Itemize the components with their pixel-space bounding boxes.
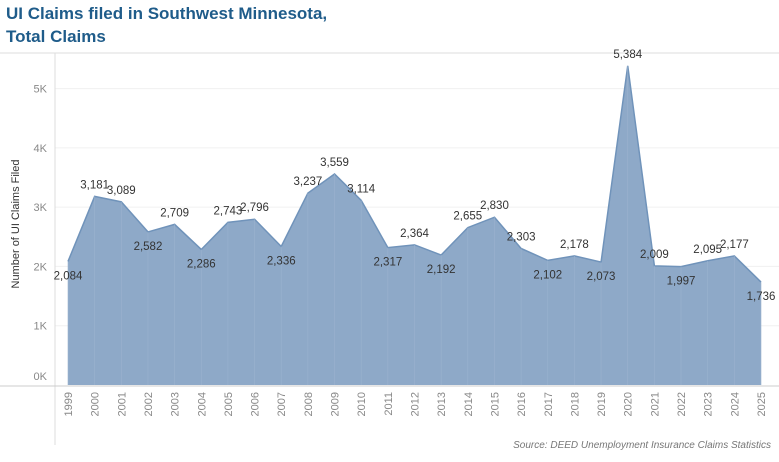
- data-label: 3,237: [293, 176, 322, 188]
- x-tick-label: 2011: [383, 392, 395, 416]
- data-label: 2,796: [240, 202, 269, 214]
- x-tick-label: 2024: [729, 392, 741, 416]
- data-label: 1,736: [747, 291, 776, 303]
- x-tick-label: 2015: [489, 392, 501, 416]
- data-label: 2,743: [214, 205, 243, 217]
- x-tick-label: 2009: [330, 392, 342, 416]
- x-tick-label: 2007: [276, 392, 288, 416]
- x-tick-label: 2001: [116, 392, 128, 416]
- data-label: 2,084: [54, 270, 83, 282]
- x-tick-label: 2016: [516, 392, 528, 416]
- area-fill: [68, 65, 761, 385]
- y-axis-title: Number of UI Claims Filed: [10, 160, 22, 289]
- y-tick-label: 1K: [34, 321, 48, 333]
- x-tick-label: 2018: [569, 392, 581, 416]
- source-note: Source: DEED Unemployment Insurance Clai…: [513, 440, 771, 451]
- data-label: 5,384: [613, 49, 642, 61]
- data-label: 1,997: [667, 276, 696, 288]
- y-tick-label: 5K: [34, 84, 48, 96]
- data-label: 2,192: [427, 264, 456, 276]
- chart-title-line2: Total Claims: [6, 27, 106, 46]
- x-tick-label: 2004: [196, 392, 208, 416]
- data-label: 3,559: [320, 157, 349, 169]
- x-tick-label: 2019: [596, 392, 608, 416]
- chart-title-line1: UI Claims filed in Southwest Minnesota,: [6, 4, 328, 23]
- x-tick-label: 2022: [676, 392, 688, 416]
- x-tick-label: 2017: [543, 392, 555, 416]
- chart-title: UI Claims filed in Southwest Minnesota, …: [6, 2, 327, 48]
- data-label: 2,178: [560, 239, 589, 251]
- data-label: 2,102: [533, 269, 562, 281]
- x-tick-label: 2000: [90, 392, 102, 416]
- x-tick-label: 2025: [756, 392, 768, 416]
- data-label: 2,830: [480, 200, 509, 212]
- x-tick-label: 2012: [410, 392, 422, 416]
- x-tick-label: 1999: [63, 392, 75, 416]
- x-tick-label: 2023: [703, 392, 715, 416]
- y-tick-label: 2K: [34, 261, 48, 273]
- x-tick-label: 2013: [436, 392, 448, 416]
- data-label: 2,317: [373, 257, 402, 269]
- x-tick-label: 2021: [649, 392, 661, 416]
- data-label: 2,364: [400, 228, 429, 240]
- x-tick-label: 2010: [356, 392, 368, 416]
- data-label: 2,655: [453, 211, 482, 223]
- x-tick-label: 2003: [170, 392, 182, 416]
- data-label: 3,181: [80, 179, 109, 191]
- x-tick-label: 2014: [463, 392, 475, 416]
- data-label: 2,286: [187, 258, 216, 270]
- data-label: 2,009: [640, 249, 669, 261]
- data-label: 3,089: [107, 185, 136, 197]
- x-tick-label: 2020: [623, 392, 635, 416]
- data-label: 2,177: [720, 239, 749, 251]
- data-label: 2,303: [507, 231, 536, 243]
- y-tick-label: 4K: [34, 143, 48, 155]
- x-tick-label: 2002: [143, 392, 155, 416]
- x-tick-label: 2005: [223, 392, 235, 416]
- data-label: 2,336: [267, 256, 296, 268]
- data-label: 2,582: [134, 241, 163, 253]
- x-tick-label: 2006: [250, 392, 262, 416]
- x-tick-label: 2008: [303, 392, 315, 416]
- data-label: 2,095: [693, 244, 722, 256]
- data-label: 2,709: [160, 207, 189, 219]
- y-tick-label: 0K: [34, 371, 48, 383]
- data-label: 2,073: [587, 271, 616, 283]
- y-tick-label: 3K: [34, 202, 48, 214]
- data-label: 3,114: [347, 183, 376, 195]
